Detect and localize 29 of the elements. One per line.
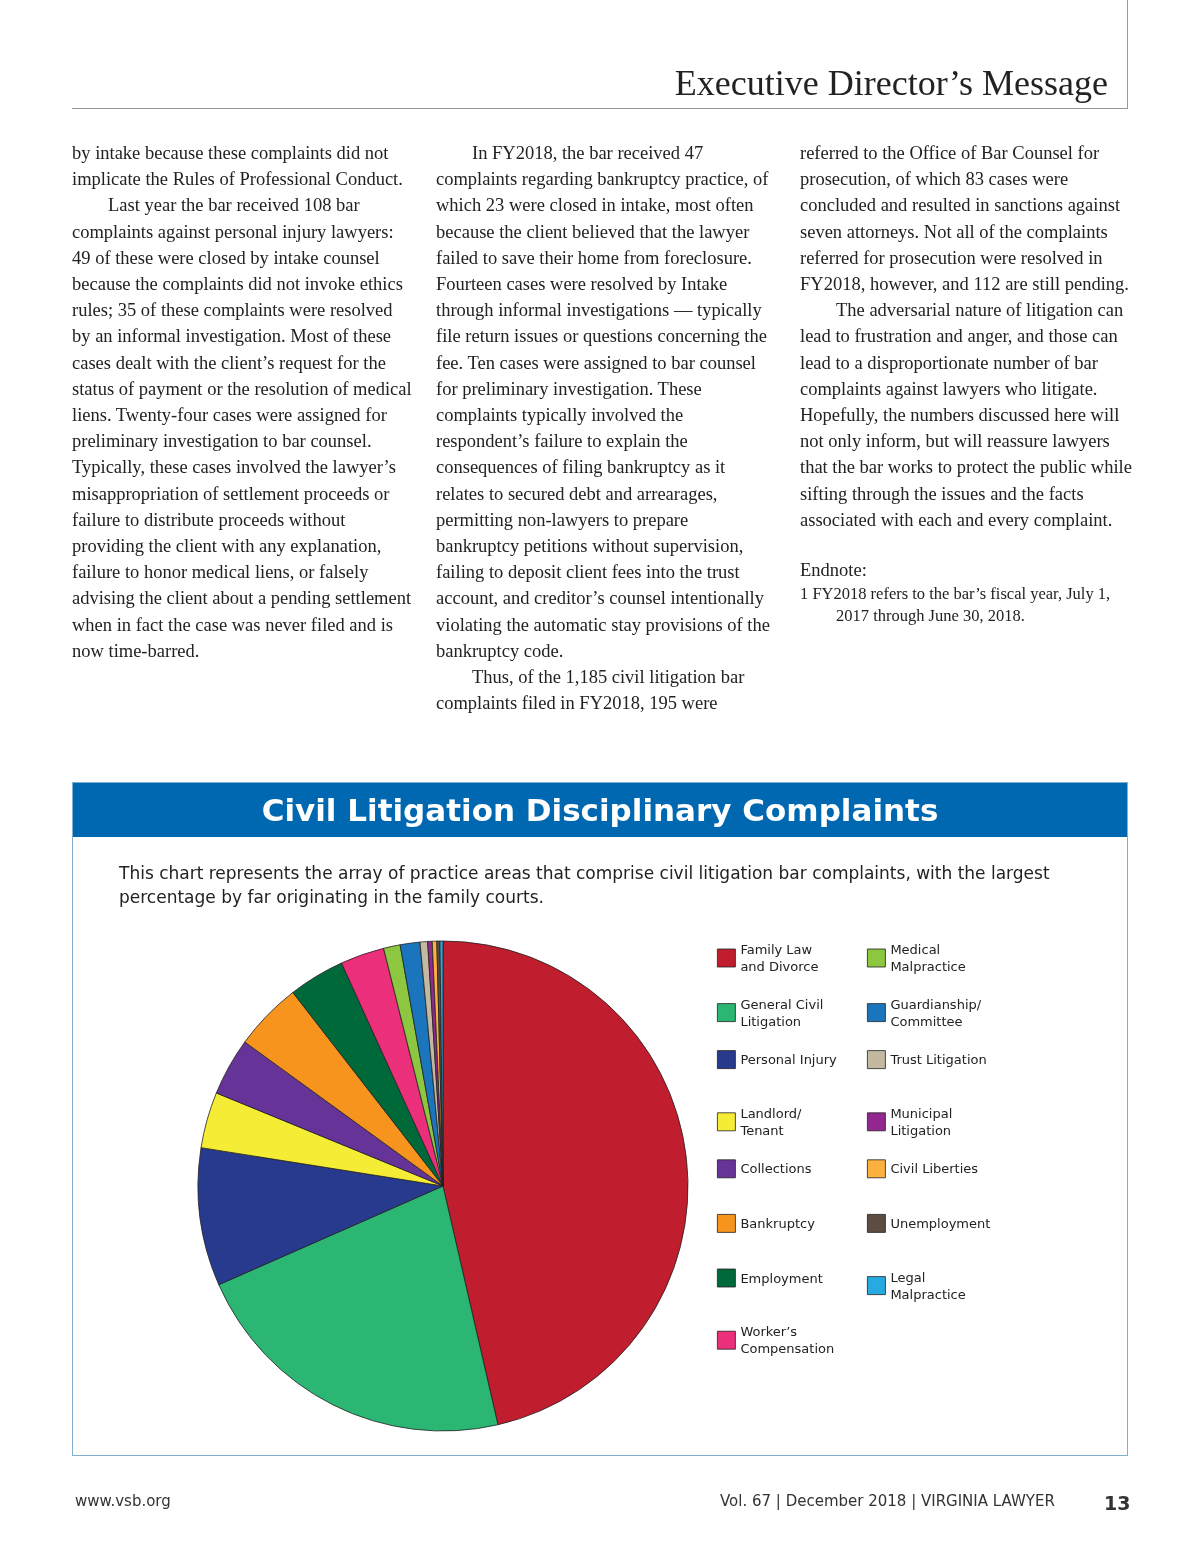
legend-label: Bankruptcy bbox=[740, 1215, 816, 1231]
legend-label: Medical Malpractice bbox=[890, 942, 966, 974]
chart-subtitle: This chart represents the array of practice areas that comprise civil litigation bar complaints, with the largest percentage by far originating in the family courts. bbox=[119, 862, 1051, 909]
text: The adversarial nature of litigation can lead to frustration and anger, and those can lead to a disproportionate number of bar complaints against lawyers who litigate. Hopefully, the numbers discussed here will not only inform, but will reassure lawyers that the bar works to protect the public while sifting through the issues and the facts associated with each and every complaint. bbox=[800, 300, 1132, 530]
text: Thus, of the 1,185 civil litigation bar complaints filed in FY2018, 195 were bbox=[436, 666, 746, 716]
legend-label: Collections bbox=[740, 1161, 812, 1177]
legend-label: General Civil Litigation bbox=[740, 996, 828, 1029]
text: In FY2018, the bar received 47 complaints regarding bankruptcy practice, of which 23 were closed in intake, most often because the client believed that the lawyer failed to save their home from foreclosure. Fourteen cases were resolved by Intake through informal investigations — typically file return issues or questions concerning the fee. Ten cases were assigned to bar counsel for preliminary investigation. These complaints typically involved the respondent’s failure to explain the consequences of filing bankruptcy as it relates to secured debt and arrearages, permitting non-lawyers to prepare bankruptcy petitions without supervision, failing to deposit client fees into the trust account, and creditor’s counsel intentionally violating the automatic stay provisions of the bankruptcy code. bbox=[436, 143, 770, 661]
legend-label: Worker’s Compensation bbox=[740, 1324, 835, 1357]
legend-label: Family Law and Divorce bbox=[740, 942, 819, 974]
text: 13 bbox=[1104, 1492, 1131, 1514]
text: Vol. 67 | December 2018 | VIRGINIA LAWYER bbox=[720, 1492, 1055, 1510]
legend-label: Unemployment bbox=[890, 1215, 991, 1231]
legend-label: Legal Malpractice bbox=[890, 1269, 966, 1302]
text: Executive Director’s Message bbox=[674, 62, 1108, 104]
legend-label: Civil Liberties bbox=[890, 1161, 979, 1177]
text: referred to the Office of Bar Counsel for prosecution, of which 83 cases were concluded and resulted in sanctions against seven attorneys. Not all of the complaints referred for prosecution were resolved in FY2018, however, and 112 are still pending. bbox=[800, 142, 1130, 296]
text: www.vsb.org bbox=[75, 1492, 171, 1510]
legend-label: Landlord/ Tenant bbox=[739, 1105, 806, 1138]
text: 1 FY2018 refers to the bar’s fiscal year, July 1, 2017 through June 30, 2018. bbox=[800, 583, 1112, 628]
legend-label: Personal Injury bbox=[740, 1052, 838, 1068]
chart-title: Civil Litigation Disciplinary Complaints bbox=[73, 783, 1127, 837]
legend-label: Trust Litigation bbox=[889, 1052, 987, 1068]
legend-label: Municipal Litigation bbox=[890, 1105, 957, 1138]
text: by intake because these complaints did not implicate the Rules of Professional Conduct. bbox=[72, 142, 404, 192]
legend-label: Guardianship/ Committee bbox=[890, 996, 986, 1029]
legend-label: Employment bbox=[740, 1270, 823, 1286]
text: Last year the bar received 108 bar complaints against personal injury lawyers: 49 of these were closed by intake counsel because the complaints did not invoke ethics rules; 35 of these complaints were resolved by an informal investigation. Most of these cases dealt with the client’s request for the status of payment or the resolution of medical liens. Twenty-four cases were assigned for preliminary investigation to bar counsel. Typically, these cases involved the lawyer’s misappropriation of settlement proceeds or failure to distribute proceeds without providing the client with any explanation, failure to honor medical liens, or falsely advising the client about a pending settlement when in fact the case was never filed and is now time-barred. bbox=[72, 195, 412, 661]
text: Endnote: bbox=[800, 559, 868, 583]
